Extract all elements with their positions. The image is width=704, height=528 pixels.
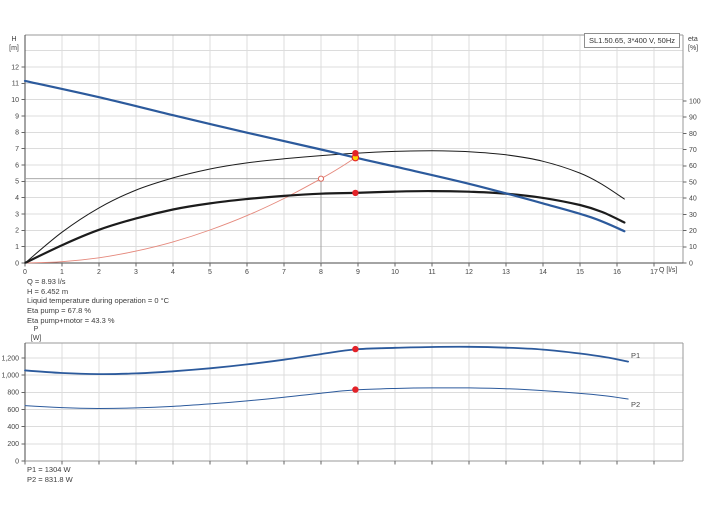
top-chart: 0 1 2 3 4 5 6 7 8 9 10 11 12 13 14 15 16 1701234567891011… (11, 34, 701, 276)
x-tick-label: 14 (539, 269, 547, 276)
eta-tick-label: 60 (689, 163, 697, 170)
power-info: P1 = 1304 W P2 = 831.8 W (27, 465, 73, 484)
h-tick-label: 8 (15, 130, 19, 137)
eta-tick-label: 90 (689, 115, 697, 122)
x-tick-label: 10 (391, 269, 399, 276)
x-tick-label: 1 (60, 269, 64, 276)
h-tick-label: 4 (15, 195, 19, 202)
curve-P1 (24, 345, 629, 376)
h-tick-label: 6 (15, 162, 19, 169)
eta-tick-label: 20 (689, 228, 697, 235)
h-tick-label: 7 (15, 146, 19, 153)
x-tick-label: 12 (465, 269, 473, 276)
x-tick-label: 11 (428, 269, 435, 276)
info-line-liquid-temp: Liquid temperature during operation = 0 … (27, 296, 170, 306)
x-tick-label: 2 (97, 269, 101, 276)
eta-tick-label: 40 (689, 196, 697, 203)
info-line-eta-pump-motor: Eta pump+motor = 43.3 % (27, 315, 115, 325)
eta-tick-label: 70 (689, 147, 697, 154)
h-tick-label: 3 (15, 211, 19, 218)
info-line-p1: P1 = 1304 W (27, 465, 71, 474)
info-line-q: Q = 8.93 l/s (27, 277, 66, 286)
h-tick-label: 2 (15, 228, 19, 235)
bottom-ticks (21, 357, 655, 465)
eta-tick-label: 100 (689, 98, 701, 105)
operating-point-P2 (352, 386, 359, 393)
operating-point-P1 (352, 345, 359, 353)
eta-axis-unit-line2: [%] (688, 44, 699, 52)
info-line-h: H = 6.452 m (27, 286, 69, 296)
h-axis-unit-label: H [m] (4, 36, 24, 53)
x-tick-label: 6 (245, 269, 249, 276)
eta-tick-label: 10 (689, 244, 697, 251)
x-tick-label: 3 (134, 269, 138, 276)
h-tick-label: 9 (15, 113, 19, 120)
operating-point-eta-motor (352, 189, 359, 197)
curve-eta-pump (24, 150, 625, 264)
p-axis-unit-line1: P (33, 326, 39, 333)
info-line-p2: P2 = 831.8 W (27, 474, 73, 484)
h-tick-label: 0 (15, 260, 19, 267)
x-tick-label: 9 (356, 269, 360, 276)
operating-point-eta-pump (352, 150, 359, 157)
p-tick-label: 1,200 (1, 355, 19, 362)
p2-curve-label: P2 (631, 400, 641, 409)
top-ticks (21, 66, 687, 267)
info-line-eta-pump: Eta pump = 67.8 % (27, 306, 91, 316)
q-axis-unit-label: Q [l/s] (659, 267, 678, 274)
h-tick-label: 10 (11, 97, 19, 104)
bottom-chart: 0 200 400 600 800 1,000 1,200 (1, 342, 684, 465)
p1-curve-label: P1 (631, 351, 641, 360)
p-tick-label: 200 (7, 441, 19, 448)
x-tick-label: 16 (613, 269, 621, 276)
eta-tick-label: 80 (689, 131, 697, 138)
p-tick-label: 600 (7, 407, 19, 414)
x-tick-label: 17 (650, 269, 658, 276)
p-tick-label: 800 (7, 390, 19, 397)
curve-P2 (24, 387, 629, 410)
eta-axis-unit-line1: eta (688, 36, 698, 43)
p-axis-unit-line2: [W] (30, 334, 42, 342)
curve-eta-pump-motor (23, 189, 626, 265)
x-tick-label: 4 (171, 269, 175, 276)
p-axis-unit-label: P [W] (26, 326, 46, 343)
operating-point-info: Q = 8.93 l/s H = 6.452 m Liquid temperat… (27, 277, 169, 326)
h-axis-unit-line1: H (11, 36, 17, 43)
h-tick-label: 1 (15, 244, 19, 251)
p-tick-label: 400 (7, 424, 19, 431)
h-tick-label: 5 (15, 179, 19, 186)
eta-tick-label: 0 (689, 260, 693, 267)
h-tick-label: 12 (11, 64, 19, 71)
p-tick-label: 0 (15, 458, 19, 465)
duty-point-request (317, 175, 325, 182)
eta-tick-label: 30 (689, 212, 697, 219)
eta-axis-unit-label: eta [%] (688, 36, 698, 53)
x-tick-label: 8 (319, 269, 323, 276)
p-tick-label: 1,000 (1, 373, 19, 380)
top-grid (25, 35, 683, 263)
x-tick-label: 13 (502, 269, 510, 276)
bottom-grid (25, 343, 683, 461)
x-tick-label: 15 (576, 269, 584, 276)
eta-tick-label: 50 (689, 179, 697, 186)
h-axis-unit-line2: [m] (9, 44, 19, 52)
x-tick-label: 5 (208, 269, 212, 276)
x-tick-label: 0 (23, 269, 27, 276)
h-tick-label: 11 (12, 81, 19, 88)
curve-pump-curve-QH (23, 79, 626, 233)
x-tick-label: 7 (282, 269, 286, 276)
pump-model-label: SL1.50.65, 3*400 V, 50Hz (583, 33, 680, 48)
curve-system-curve (24, 157, 356, 264)
